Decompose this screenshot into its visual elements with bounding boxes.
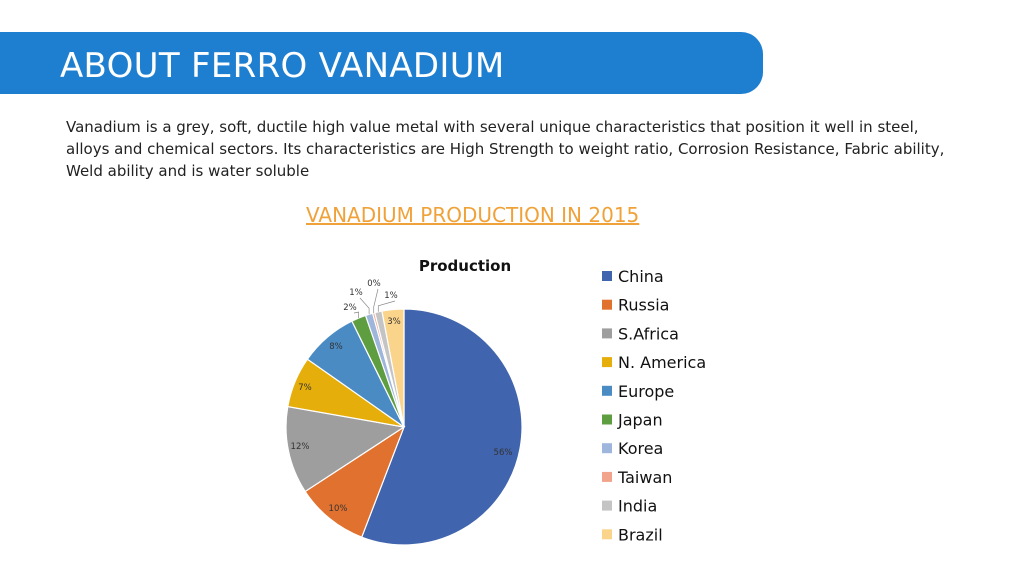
legend-swatch: [602, 357, 612, 368]
legend-swatch: [602, 414, 612, 425]
pie-slices: [285, 308, 523, 546]
legend-swatch: [602, 271, 612, 281]
legend-swatch: [602, 328, 612, 339]
pie-labels: 56%10%12%7%8%2%1%0%1%3%: [291, 279, 513, 514]
page-title: ABOUT FERRO VANADIUM: [60, 46, 505, 86]
slice-label: 0%: [367, 279, 381, 289]
description-text: Vanadium is a grey, soft, ductile high v…: [66, 118, 945, 180]
pie-slice-china: [360, 308, 523, 546]
legend-swatch: [602, 500, 612, 511]
legend-swatch: [602, 443, 612, 454]
chart-legend: China Russia S.Africa N. America Europe Japan…: [602, 267, 706, 544]
pie-slice-s-africa: [285, 405, 406, 493]
legend-label: Europe: [618, 382, 674, 401]
legend-label: Japan: [617, 411, 663, 430]
leader-line: [359, 297, 370, 315]
title-bar: [0, 32, 763, 94]
leader-line: [373, 288, 379, 313]
slice-label: 12%: [291, 442, 310, 452]
legend-label: Russia: [618, 296, 669, 315]
legend-label: Taiwan: [617, 468, 672, 487]
slice-label: 1%: [349, 288, 363, 298]
chart-title: Production: [419, 257, 511, 275]
legend-swatch: [602, 385, 612, 396]
slice-label: 7%: [298, 383, 312, 393]
legend-label: China: [618, 267, 664, 286]
slice-label: 56%: [494, 448, 513, 458]
legend-label: India: [618, 497, 657, 516]
slice-label: 8%: [329, 342, 343, 352]
legend-swatch: [602, 471, 612, 482]
legend-label: S.Africa: [618, 324, 679, 343]
leader-line: [353, 311, 359, 319]
slice-label: 2%: [343, 303, 357, 313]
legend-swatch: [602, 299, 612, 310]
legend-label: N. America: [618, 353, 706, 372]
slice-label: 3%: [387, 317, 401, 327]
pie-slice-brazil: [381, 308, 405, 428]
leader-line: [377, 300, 396, 312]
legend-label: Brazil: [618, 525, 663, 544]
pie-slice-russia: [304, 425, 406, 538]
slice-label: 10%: [329, 504, 348, 514]
legend-swatch: [602, 529, 612, 540]
chart-subtitle[interactable]: VANADIUM PRODUCTION IN 2015: [306, 203, 640, 227]
slice-label: 1%: [384, 291, 398, 301]
legend-label: Korea: [618, 439, 663, 458]
